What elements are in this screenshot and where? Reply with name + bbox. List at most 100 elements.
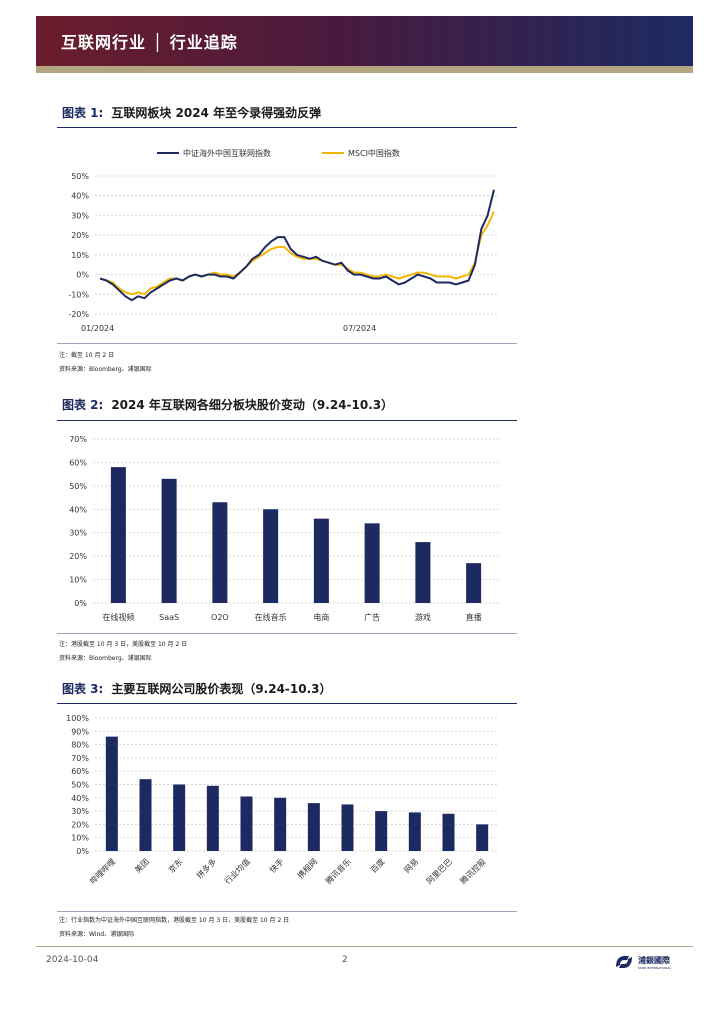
figure-1-note: 注：截至 10 月 2 日: [59, 352, 115, 359]
figure-2-note: 注：港股截至 10 月 3 日，美股截至 10 月 2 日: [59, 641, 188, 648]
y-tick-label: 30%: [71, 211, 89, 220]
x-tick-label: 直播: [466, 612, 482, 622]
x-tick-label: SaaS: [159, 613, 179, 622]
bar: [341, 804, 354, 851]
y-tick-label: 10%: [69, 576, 87, 585]
page-header-banner: 互联网行业 │ 行业追踪: [36, 16, 693, 66]
bar: [466, 563, 482, 603]
figure-1-top-rule: [57, 127, 517, 128]
x-tick-label: 在线音乐: [255, 612, 287, 622]
x-tick-label: 在线视频: [102, 612, 134, 622]
y-tick-label: 20%: [69, 552, 87, 561]
bar: [139, 779, 152, 851]
figure-2-top-rule: [57, 420, 517, 421]
x-tick-label: 阿里巴巴: [425, 857, 454, 886]
figure-3-source: 资料来源：Wind、浦银国际: [59, 931, 135, 938]
spdb-logo-icon: [616, 956, 632, 968]
y-tick-label: 90%: [71, 727, 89, 736]
y-tick-label: 0%: [76, 271, 89, 280]
footer-rule: [36, 946, 693, 947]
y-tick-label: 0%: [74, 599, 87, 608]
y-tick-label: 80%: [71, 741, 89, 750]
figure-1-caption: 互联网板块 2024 年至今录得强劲反弹: [111, 106, 322, 120]
y-tick-label: 30%: [71, 807, 89, 816]
y-tick-label: 40%: [69, 505, 87, 514]
bar: [206, 785, 219, 851]
y-tick-label: 50%: [69, 482, 87, 491]
footer-date: 2024-10-04: [46, 955, 99, 965]
spdb-logo: 浦銀國際 SPDB INTERNATIONAL: [616, 955, 671, 970]
y-tick-label: 0%: [76, 847, 89, 856]
x-tick-label: 快手: [267, 856, 285, 874]
bar: [161, 478, 177, 603]
figure-2-caption: 2024 年互联网各细分板块股价变动（9.24-10.3）: [111, 398, 394, 412]
bar: [442, 813, 455, 851]
x-tick-label: O2O: [211, 613, 229, 622]
figure-2-source: 资料来源：Bloomberg、浦银国际: [59, 655, 152, 662]
legend-label: 中证海外中国互联网指数: [183, 148, 271, 158]
series-line: [99, 189, 495, 302]
line-chart-internet-index: -20% -10% 0% 10% 20% 30% 40% 50% 01/2024 07/2024 中…: [68, 148, 497, 333]
x-tick-label: 拼多多: [194, 856, 218, 880]
y-tick-label: 10%: [71, 834, 89, 843]
y-tick-label: 30%: [69, 529, 87, 538]
figure-3-top-rule: [57, 703, 517, 704]
x-tick-label: 广告: [364, 612, 380, 622]
figure-1-source: 资料来源：Bloomberg、浦银国际: [59, 366, 152, 373]
x-tick-label: 行业均值: [222, 856, 252, 886]
figure-1-label: 图表 1:: [62, 106, 104, 120]
figure-2-label: 图表 2:: [62, 398, 104, 412]
bar: [476, 824, 489, 851]
x-tick-label: 美团: [133, 856, 151, 874]
y-tick-label: 20%: [71, 820, 89, 829]
figure-3-title: 图表 3: 主要互联网公司股价表现（9.24-10.3）: [62, 680, 332, 697]
bar: [408, 812, 421, 851]
figure-3-label: 图表 3:: [62, 682, 104, 696]
y-tick-label: -20%: [68, 310, 89, 319]
y-tick-label: 60%: [69, 458, 87, 467]
bar: [173, 784, 186, 851]
figure-3-caption: 主要互联网公司股价表现（9.24-10.3）: [111, 682, 332, 696]
logo-text: 浦銀國際: [638, 955, 671, 965]
header-gold-rule: [36, 66, 693, 73]
figure-2-bottom-rule: [57, 633, 517, 634]
y-tick-label: 40%: [71, 192, 89, 201]
x-tick-label: 百度: [368, 856, 386, 874]
y-tick-label: 70%: [71, 754, 89, 763]
header-title: 互联网行业 │ 行业追踪: [61, 33, 238, 52]
figure-3-bottom-rule: [57, 911, 517, 912]
x-tick-label: 腾讯音乐: [323, 856, 353, 886]
logo-subtext: SPDB INTERNATIONAL: [638, 966, 671, 970]
y-tick-label: -10%: [68, 290, 89, 299]
bar: [313, 518, 329, 603]
bar: [274, 797, 287, 851]
y-tick-label: 50%: [71, 781, 89, 790]
x-tick-label: 电商: [313, 612, 329, 622]
x-tick-label: 07/2024: [343, 324, 376, 333]
y-tick-label: 20%: [71, 231, 89, 240]
legend-label: MSCI中国指数: [348, 148, 400, 158]
x-tick-label: 游戏: [415, 612, 431, 622]
bar: [110, 467, 126, 603]
series-line: [99, 211, 495, 296]
bar-chart-companies: 0% 10% 20% 30% 40% 50% 60% 70% 80% 90% 100% 哔哩哔哩 美团京…: [66, 714, 499, 886]
x-tick-label: 腾讯控股: [458, 856, 488, 886]
figure-1-title: 图表 1: 互联网板块 2024 年至今录得强劲反弹: [62, 104, 321, 121]
x-tick-label: 网易: [403, 857, 421, 875]
bar: [375, 811, 388, 851]
figure-2-title: 图表 2: 2024 年互联网各细分板块股价变动（9.24-10.3）: [62, 396, 393, 413]
x-tick-label: 01/2024: [81, 324, 114, 333]
bar: [105, 736, 118, 851]
x-tick-label: 京东: [166, 856, 184, 874]
x-tick-label: 哔哩哔哩: [88, 857, 117, 886]
bar: [263, 509, 279, 603]
figure-1-bottom-rule: [57, 343, 517, 344]
bar: [240, 796, 253, 851]
y-tick-label: 100%: [66, 714, 89, 723]
figure-3-note: 注：行业指数为中证海外中国互联网指数，港股截至 10 月 3 日，美股截至 10…: [59, 917, 290, 924]
bar: [212, 502, 228, 603]
bar: [415, 542, 431, 603]
bar: [307, 803, 320, 851]
y-tick-label: 50%: [71, 172, 89, 181]
y-tick-label: 40%: [71, 794, 89, 803]
